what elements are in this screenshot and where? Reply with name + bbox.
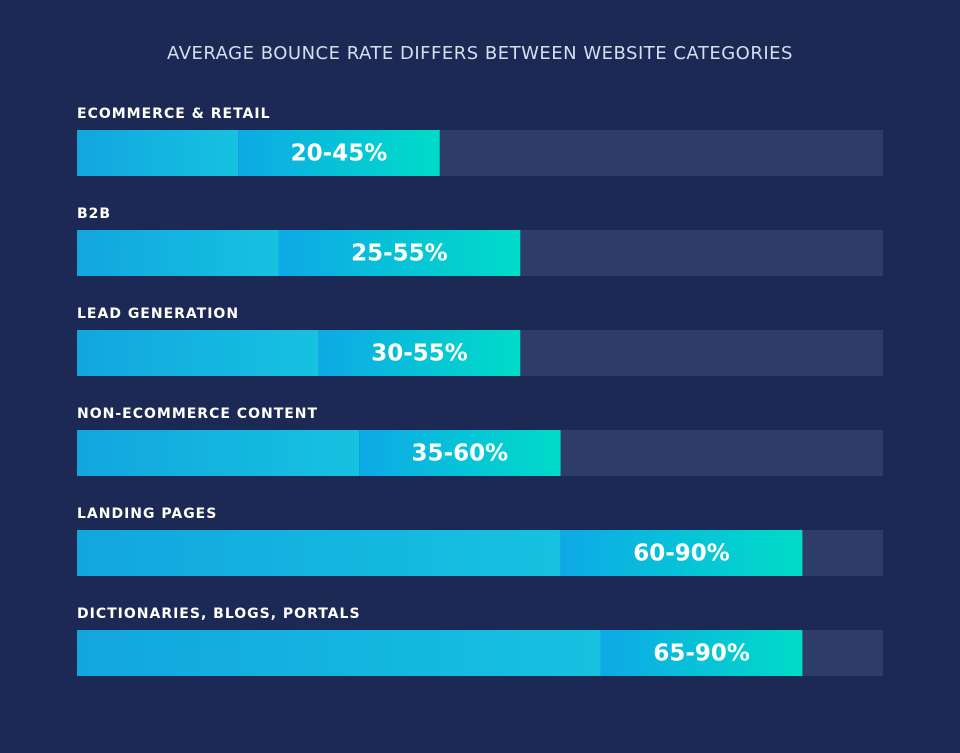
category-label: ECOMMERCE & RETAIL [77, 106, 271, 122]
range-bar [560, 530, 803, 576]
value-label: 30-55% [371, 341, 468, 367]
range-bar [600, 630, 803, 676]
category-label: LEAD GENERATION [77, 306, 239, 322]
base-bar [77, 630, 601, 676]
value-label: 65-90% [653, 641, 750, 667]
range-bar [318, 330, 521, 376]
value-label: 60-90% [633, 541, 730, 567]
base-bar [77, 430, 360, 476]
category-label: LANDING PAGES [77, 506, 217, 522]
base-bar [77, 530, 561, 576]
range-bar [359, 430, 561, 476]
value-label: 20-45% [291, 141, 388, 167]
category-label: NON-ECOMMERCE CONTENT [77, 406, 318, 422]
category-label: DICTIONARIES, BLOGS, PORTALS [77, 606, 361, 622]
value-label: 35-60% [412, 441, 509, 467]
category-label: B2B [77, 206, 111, 222]
value-label: 25-55% [351, 241, 448, 267]
base-bar [77, 330, 319, 376]
range-bar [238, 130, 440, 176]
chart-title: AVERAGE BOUNCE RATE DIFFERS BETWEEN WEBS… [167, 43, 793, 64]
range-bar [278, 230, 521, 276]
base-bar [77, 130, 239, 176]
base-bar [77, 230, 279, 276]
